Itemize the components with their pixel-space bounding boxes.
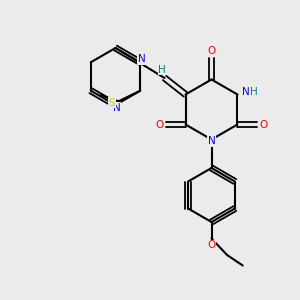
Text: S: S xyxy=(109,98,115,108)
Text: O: O xyxy=(207,46,216,56)
Text: H: H xyxy=(250,87,258,97)
Text: O: O xyxy=(207,240,216,250)
Text: O: O xyxy=(260,119,268,130)
Text: N: N xyxy=(113,103,121,113)
Text: H: H xyxy=(158,64,166,75)
Text: O: O xyxy=(155,119,164,130)
Text: N: N xyxy=(242,87,250,97)
Text: N: N xyxy=(138,54,146,64)
Text: N: N xyxy=(208,136,215,146)
